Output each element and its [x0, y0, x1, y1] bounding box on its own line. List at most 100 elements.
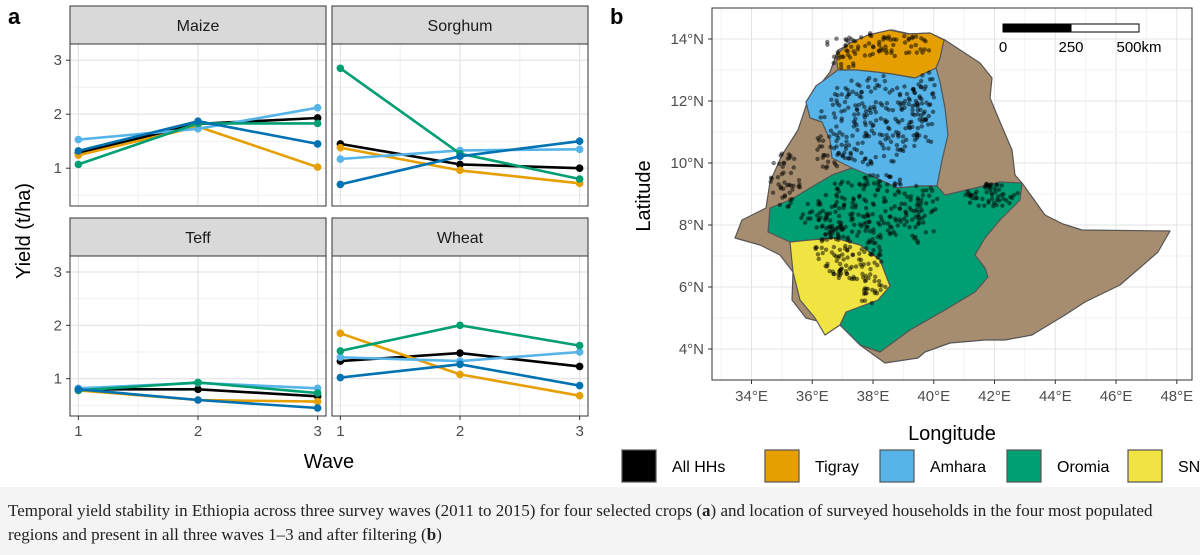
household-point — [860, 271, 865, 277]
household-point — [906, 125, 912, 130]
facet-sorghum: Sorghum — [331, 5, 589, 207]
household-point — [822, 114, 827, 120]
household-point — [906, 37, 911, 42]
household-point — [851, 38, 856, 43]
household-point — [845, 52, 851, 57]
household-point — [893, 182, 898, 187]
household-point — [890, 133, 896, 138]
y-tick-label: 8°N — [679, 217, 704, 234]
facet-wheat: Wheat 1 2 3 — [331, 217, 589, 440]
household-point — [908, 197, 913, 202]
data-point — [456, 349, 464, 357]
household-point — [820, 250, 825, 256]
household-point — [993, 189, 998, 195]
household-point — [894, 218, 899, 223]
y-tick-label: 1 — [54, 371, 62, 388]
household-point — [859, 150, 864, 156]
household-point — [873, 77, 878, 83]
panel-label-b: b — [610, 4, 623, 29]
household-point — [799, 215, 804, 221]
x-tick-label: 44°E — [1039, 388, 1072, 405]
household-point — [873, 110, 879, 115]
household-point — [833, 209, 838, 214]
household-point — [930, 109, 936, 115]
household-point — [855, 82, 860, 87]
caption-bold-a: a — [702, 501, 711, 520]
household-point — [832, 92, 838, 97]
household-point — [845, 237, 850, 242]
data-point — [575, 381, 584, 390]
household-point — [856, 257, 862, 262]
facet-teff: Teff 1 2 3 1 2 3 — [54, 217, 327, 440]
data-point — [194, 124, 202, 133]
household-point — [890, 108, 896, 113]
household-point — [823, 232, 828, 237]
household-point — [919, 208, 925, 213]
household-point — [853, 103, 858, 108]
household-point — [873, 86, 878, 91]
household-point — [820, 208, 825, 213]
household-point — [863, 175, 868, 180]
household-point — [860, 159, 865, 165]
household-point — [852, 222, 857, 227]
household-point — [775, 175, 781, 180]
household-point — [899, 100, 904, 106]
household-point — [867, 107, 872, 113]
household-point — [834, 258, 839, 264]
y-axis-label: Yield (t/ha) — [13, 183, 35, 279]
household-point — [837, 130, 842, 135]
household-point — [831, 131, 836, 136]
data-point — [575, 348, 584, 356]
scale-bar-label: 500km — [1116, 39, 1161, 56]
household-point — [828, 218, 833, 223]
household-point — [907, 225, 912, 230]
household-point — [831, 244, 837, 250]
household-point — [995, 194, 1001, 199]
household-point — [922, 109, 927, 114]
household-point — [1001, 196, 1006, 201]
household-point — [878, 214, 883, 219]
household-point — [785, 204, 790, 209]
panel-label-a: a — [8, 4, 21, 29]
household-point — [857, 251, 862, 256]
data-point — [74, 135, 83, 144]
household-point — [889, 48, 894, 53]
scale-bar-label: 0 — [999, 39, 1007, 56]
household-point — [845, 48, 850, 54]
household-point — [834, 124, 839, 129]
household-point — [862, 298, 868, 303]
household-point — [870, 237, 875, 242]
x-tick-label: 1 — [74, 423, 82, 440]
household-point — [886, 107, 891, 112]
household-point — [864, 245, 869, 251]
household-point — [895, 223, 900, 228]
household-point — [1015, 191, 1020, 196]
household-point — [908, 194, 914, 199]
x-tick-label: 2 — [194, 423, 202, 440]
household-point — [868, 272, 873, 277]
household-point — [862, 134, 867, 139]
household-point — [785, 183, 790, 188]
household-point — [930, 91, 936, 96]
household-point — [919, 124, 924, 129]
household-point — [870, 252, 875, 257]
household-point — [769, 176, 774, 181]
household-point — [930, 199, 935, 204]
household-point — [871, 181, 877, 186]
household-point — [832, 160, 837, 165]
household-point — [970, 196, 975, 201]
data-point — [313, 114, 322, 122]
data-point — [575, 362, 584, 371]
household-point — [867, 173, 873, 178]
household-point — [856, 229, 862, 234]
legend-key — [621, 449, 657, 483]
household-point — [881, 199, 887, 204]
household-point — [870, 51, 875, 57]
household-point — [835, 152, 840, 157]
household-point — [863, 290, 868, 296]
household-point — [851, 119, 856, 124]
household-point — [844, 271, 849, 277]
household-point — [902, 144, 908, 149]
household-point — [875, 234, 880, 240]
